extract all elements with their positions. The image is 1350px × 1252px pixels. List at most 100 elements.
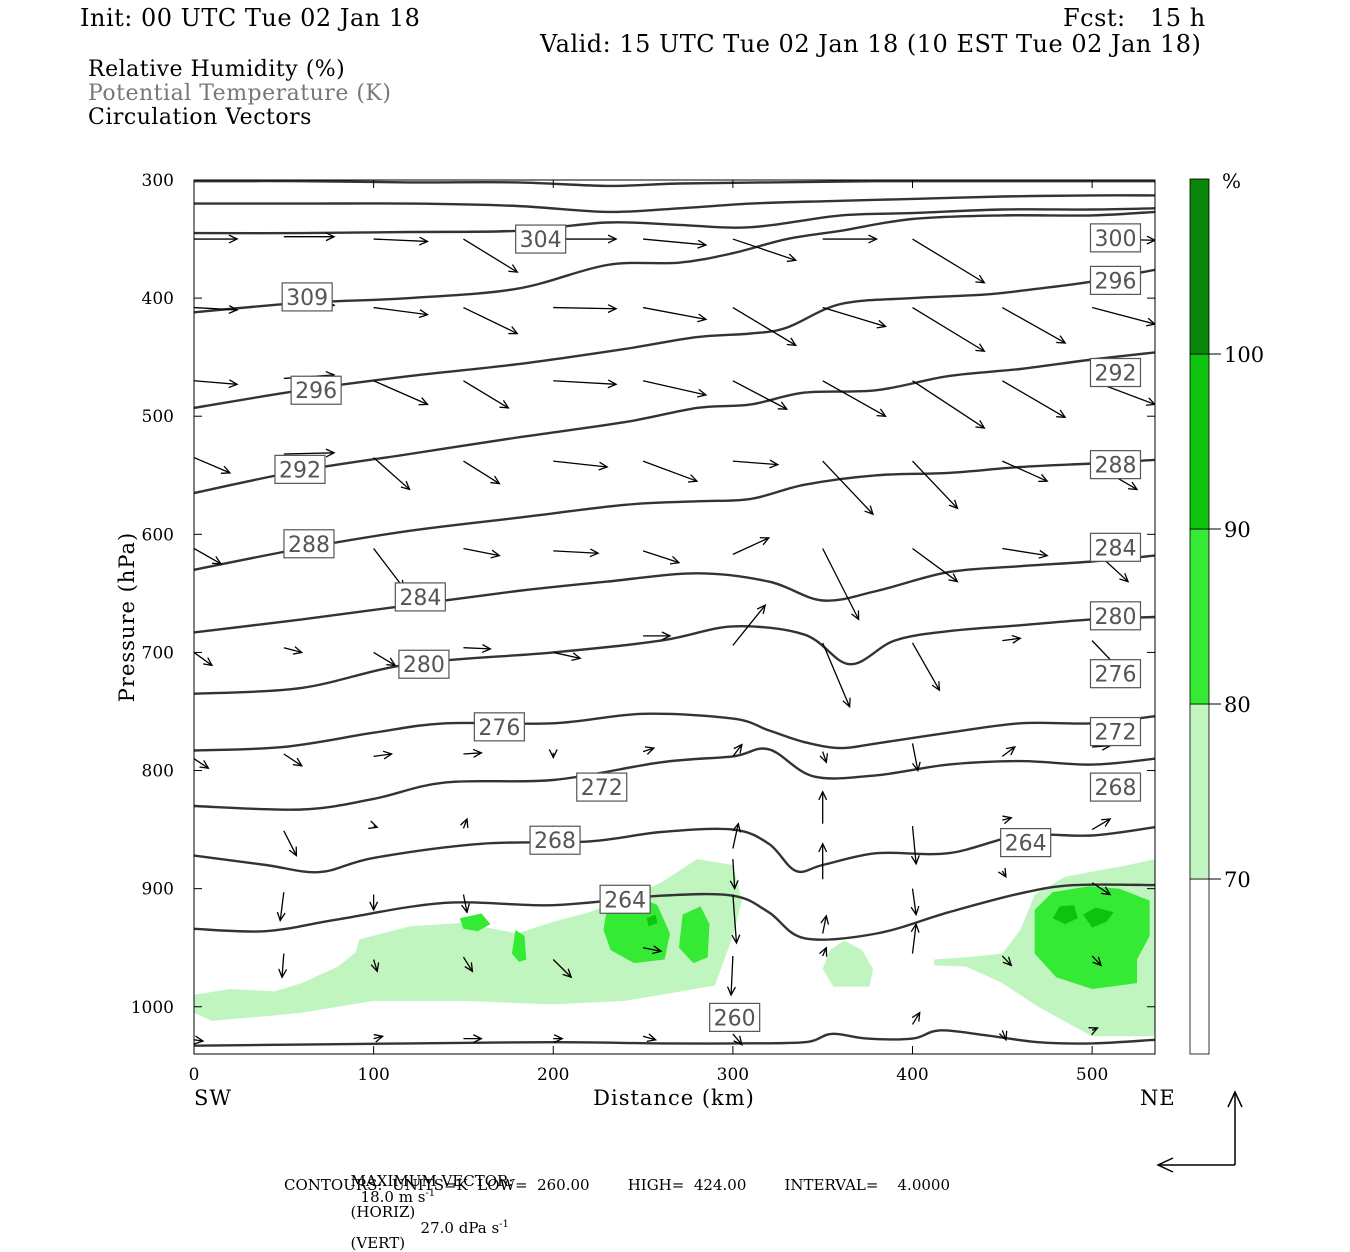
forecast-hour: Fcst: 15 h — [1063, 4, 1206, 32]
vector-arrow-96 — [462, 956, 474, 973]
vector-arrow-26 — [642, 380, 708, 398]
svg-text:268: 268 — [534, 829, 576, 854]
vector-arrow-35 — [463, 460, 501, 485]
contour-label-20: 264 — [599, 884, 651, 914]
colorbar-swatch-2 — [1189, 528, 1210, 705]
svg-text:300: 300 — [1094, 227, 1136, 252]
vector-arrow-8 — [912, 238, 986, 284]
x-tick-label-500: 500 — [1076, 1065, 1108, 1085]
vector-arrow-5 — [643, 238, 708, 249]
vector-arrow-25 — [553, 379, 618, 389]
contour-label-16: 272 — [576, 772, 628, 802]
vector-arrow-59 — [732, 604, 767, 646]
legend-potential-temperature: Potential Temperature (K) — [88, 81, 392, 106]
vector-arrow-58 — [643, 631, 672, 641]
colorbar-label-80: 80 — [1224, 693, 1251, 717]
theta-contour-304 — [194, 207, 1155, 235]
colorbar-label-90: 90 — [1224, 518, 1251, 542]
plot-frame — [193, 179, 1156, 1055]
vector-arrow-54 — [283, 646, 304, 655]
vector-arrow-85 — [369, 894, 379, 912]
vector-arrow-34 — [373, 457, 411, 491]
vector-arrow-20 — [1091, 306, 1155, 327]
vector-arrow-84 — [276, 892, 286, 923]
vector-arrow-19 — [1001, 306, 1067, 344]
theta-contour-272 — [194, 747, 1155, 811]
contour-label-19: 264 — [1000, 827, 1052, 858]
vector-arrow-33 — [283, 448, 336, 458]
vector-arrow-83 — [1091, 818, 1112, 831]
contour-label-3: 296 — [1089, 265, 1142, 295]
vector-arrow-69 — [642, 746, 656, 755]
vector-arrow-102 — [1001, 955, 1013, 967]
contour-label-layer: 304 300 309 296 296 292 292 288 288 284 284 280 280 2… — [274, 223, 1142, 1032]
y-tick-label-600: 600 — [142, 525, 174, 545]
vector-arrow-13 — [463, 306, 519, 335]
contour-label-10: 284 — [394, 582, 446, 612]
vector-arrow-62 — [1002, 634, 1022, 644]
theta-contour-276 — [194, 712, 1155, 752]
vector-arrow-72 — [911, 743, 921, 773]
svg-text:292: 292 — [279, 458, 321, 483]
rh-region-90-8 — [646, 914, 658, 927]
svg-text:304: 304 — [520, 228, 562, 253]
max-vector-note: MAXIMUM VECTOR: 18.0 m s-1 (HORIZ) 27.0 … — [341, 1159, 514, 1251]
vector-arrow-46 — [553, 548, 600, 558]
theta-contour-268 — [194, 826, 1155, 874]
theta-contour-284 — [194, 554, 1155, 634]
vector-arrow-36 — [553, 460, 609, 471]
contour-label-0: 304 — [515, 224, 567, 254]
y-axis-title: Pressure (hPa) — [115, 532, 139, 702]
rh-fill-layer — [194, 859, 1155, 1037]
theta-contour-280 — [194, 615, 1155, 695]
max-vector-vertical: 27.0 dPa s — [420, 1219, 500, 1237]
vector-arrow-39 — [822, 460, 875, 516]
colorbar: 70 80 90 100 — [1189, 178, 1264, 1055]
svg-text:272: 272 — [1094, 721, 1136, 746]
y-tick-label-400: 400 — [142, 289, 174, 309]
vector-arrow-75 — [283, 830, 298, 857]
vector-arrow-10 — [194, 304, 239, 314]
vector-arrow-30 — [1001, 380, 1067, 419]
vector-arrow-27 — [732, 380, 789, 410]
x-end-label-right: NE — [1140, 1086, 1176, 1110]
vector-arrow-79 — [732, 822, 742, 849]
svg-text:260: 260 — [714, 1006, 756, 1031]
vector-arrow-68 — [548, 749, 558, 760]
svg-text:284: 284 — [1094, 536, 1136, 561]
vector-arrow-24 — [463, 380, 510, 409]
contour-label-6: 292 — [274, 454, 326, 484]
contour-label-1: 300 — [1089, 223, 1142, 253]
svg-text:264: 264 — [1005, 832, 1047, 857]
vector-arrow-73 — [1001, 746, 1017, 757]
svg-text:268: 268 — [1094, 776, 1136, 801]
x-end-label-left: SW — [194, 1086, 232, 1110]
svg-text:272: 272 — [581, 776, 623, 801]
vector-arrow-105 — [373, 1033, 385, 1043]
vector-arrow-37 — [642, 460, 699, 483]
theta-contour-292 — [194, 351, 1155, 495]
vector-arrow-65 — [283, 753, 304, 767]
vector-arrow-1 — [283, 232, 336, 242]
vector-arrow-103 — [1091, 955, 1103, 967]
contour-label-17: 268 — [1089, 772, 1142, 802]
vector-arrow-29 — [912, 380, 986, 429]
max-vector-vertical-exponent: -1 — [499, 1219, 509, 1230]
svg-text:276: 276 — [478, 716, 520, 741]
vector-arrow-104 — [194, 1035, 205, 1045]
vector-arrow-111 — [998, 1030, 1008, 1042]
axes-layer: 300 400 500 600 700 800 900 1000 0 100 200 300 400 50… — [131, 171, 1155, 1085]
vector-arrow-55 — [373, 651, 397, 667]
vector-arrow-15 — [642, 306, 708, 323]
contour-label-14: 276 — [473, 712, 525, 742]
max-vector-label: MAXIMUM VECTOR: — [350, 1172, 514, 1190]
contour-label-12: 280 — [398, 649, 450, 679]
svg-text:309: 309 — [286, 286, 328, 311]
max-vector-horizontal-unit: (HORIZ) — [350, 1203, 416, 1221]
colorbar-swatch-3 — [1189, 353, 1210, 530]
contour-label-15: 272 — [1089, 716, 1142, 747]
vector-arrow-43 — [194, 547, 223, 565]
x-axis-title: Distance (km) — [593, 1086, 755, 1110]
init-time: Init: 00 UTC Tue 02 Jan 18 — [80, 4, 421, 32]
contour-label-11: 280 — [1089, 601, 1142, 631]
